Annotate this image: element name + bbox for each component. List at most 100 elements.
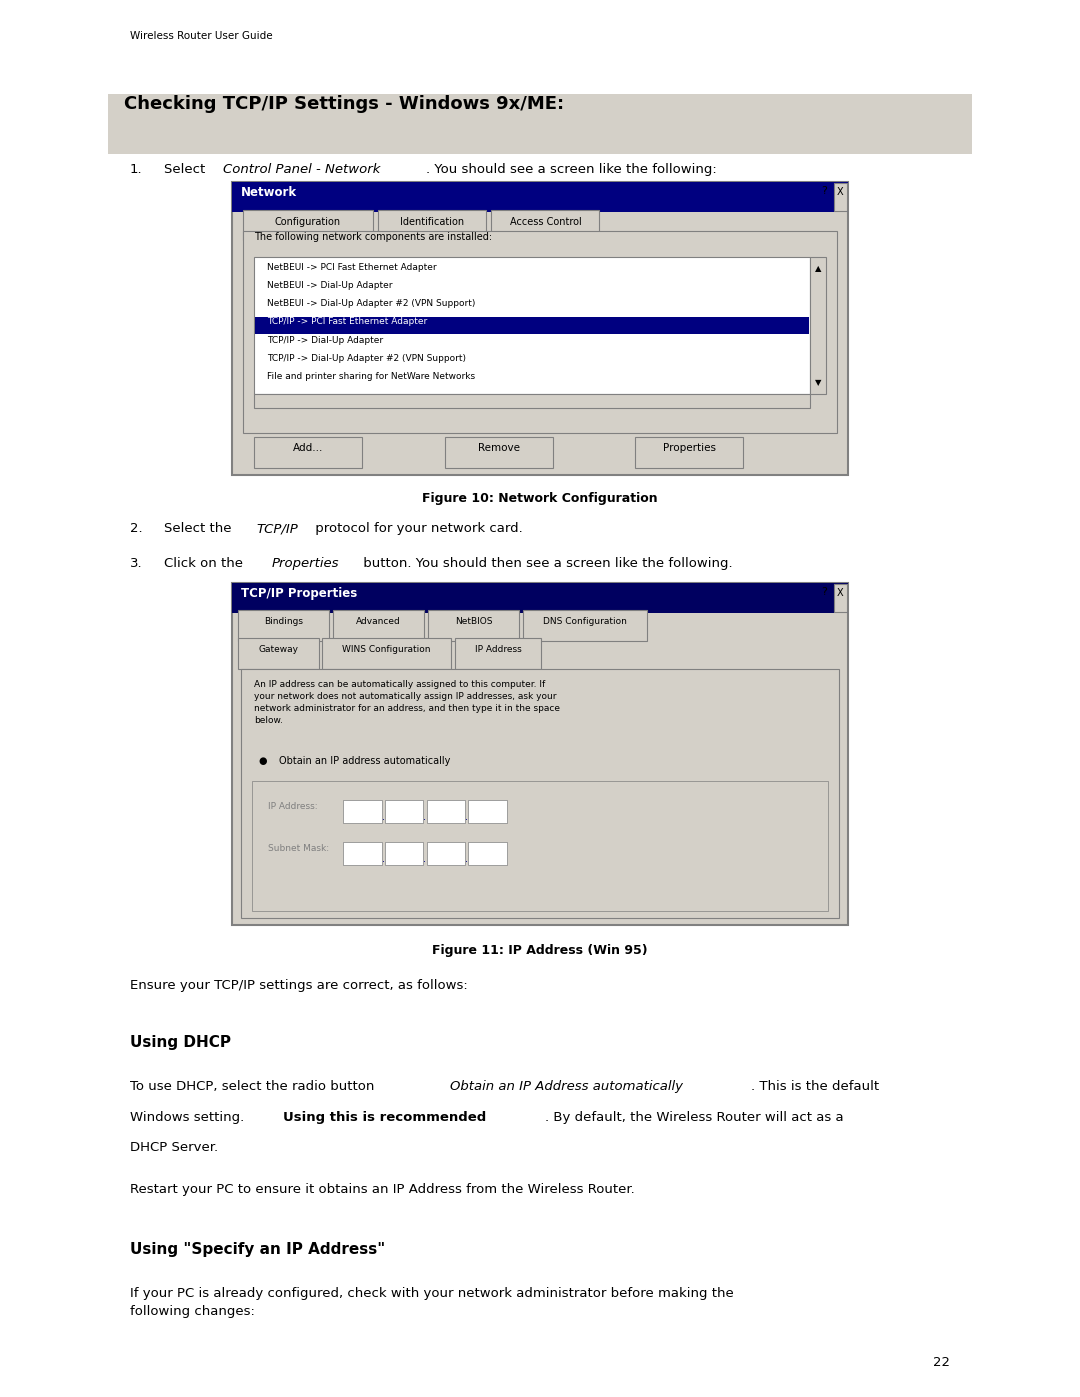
FancyBboxPatch shape — [455, 638, 541, 669]
Text: An IP address can be automatically assigned to this computer. If
your network do: An IP address can be automatically assig… — [254, 680, 559, 725]
FancyBboxPatch shape — [108, 94, 972, 154]
FancyBboxPatch shape — [252, 781, 828, 911]
FancyBboxPatch shape — [333, 610, 424, 641]
FancyBboxPatch shape — [343, 800, 382, 823]
Text: Windows setting.: Windows setting. — [130, 1111, 248, 1123]
Text: NetBEUI -> Dial-Up Adapter: NetBEUI -> Dial-Up Adapter — [267, 281, 392, 291]
Text: The following network components are installed:: The following network components are ins… — [254, 232, 491, 242]
Text: Ensure your TCP/IP settings are correct, as follows:: Ensure your TCP/IP settings are correct,… — [130, 979, 468, 992]
Text: X: X — [837, 187, 843, 197]
Text: TCP/IP -> Dial-Up Adapter: TCP/IP -> Dial-Up Adapter — [267, 335, 383, 345]
Text: Using "Specify an IP Address": Using "Specify an IP Address" — [130, 1242, 384, 1257]
Text: TCP/IP Properties: TCP/IP Properties — [241, 587, 357, 599]
FancyBboxPatch shape — [810, 257, 826, 394]
Text: . You should see a screen like the following:: . You should see a screen like the follo… — [426, 163, 717, 176]
FancyBboxPatch shape — [635, 437, 743, 468]
Text: NetBEUI -> PCI Fast Ethernet Adapter: NetBEUI -> PCI Fast Ethernet Adapter — [267, 263, 436, 271]
Text: 1.: 1. — [130, 163, 143, 176]
FancyBboxPatch shape — [243, 210, 373, 240]
FancyBboxPatch shape — [428, 610, 519, 641]
Text: TCP/IP -> PCI Fast Ethernet Adapter: TCP/IP -> PCI Fast Ethernet Adapter — [267, 317, 427, 327]
Text: Click on the: Click on the — [164, 557, 247, 570]
Text: . By default, the Wireless Router will act as a: . By default, the Wireless Router will a… — [544, 1111, 843, 1123]
Text: TCP/IP -> Dial-Up Adapter #2 (VPN Support): TCP/IP -> Dial-Up Adapter #2 (VPN Suppor… — [267, 353, 465, 363]
Text: NetBEUI -> Dial-Up Adapter #2 (VPN Support): NetBEUI -> Dial-Up Adapter #2 (VPN Suppo… — [267, 299, 475, 309]
Text: button. You should then see a screen like the following.: button. You should then see a screen lik… — [359, 557, 732, 570]
Text: 22: 22 — [933, 1356, 950, 1369]
Text: Specify an IP address:: Specify an IP address: — [279, 787, 387, 796]
Text: .: . — [423, 812, 427, 821]
Text: ?: ? — [821, 587, 826, 597]
Text: ▼: ▼ — [814, 379, 822, 387]
FancyBboxPatch shape — [243, 231, 837, 433]
Text: Add...: Add... — [293, 443, 323, 453]
Text: X: X — [837, 588, 843, 598]
Text: IP Address: IP Address — [474, 645, 522, 654]
Text: Restart your PC to ensure it obtains an IP Address from the Wireless Router.: Restart your PC to ensure it obtains an … — [130, 1183, 634, 1196]
FancyBboxPatch shape — [254, 437, 362, 468]
FancyBboxPatch shape — [241, 669, 839, 918]
FancyBboxPatch shape — [384, 842, 423, 865]
Text: Control Panel - Network: Control Panel - Network — [222, 163, 380, 176]
Text: .: . — [465, 812, 468, 821]
Text: Access Control: Access Control — [510, 217, 581, 226]
Text: Wireless Router User Guide: Wireless Router User Guide — [130, 31, 272, 41]
FancyBboxPatch shape — [254, 394, 810, 408]
FancyBboxPatch shape — [469, 800, 507, 823]
Text: Obtain an IP Address automatically: Obtain an IP Address automatically — [450, 1080, 684, 1092]
FancyBboxPatch shape — [322, 638, 451, 669]
Text: Figure 11: IP Address (Win 95): Figure 11: IP Address (Win 95) — [432, 944, 648, 957]
FancyBboxPatch shape — [232, 583, 848, 925]
Text: .: . — [465, 854, 468, 863]
Text: Obtain an IP address automatically: Obtain an IP address automatically — [279, 756, 450, 766]
Text: Checking TCP/IP Settings - Windows 9x/ME:: Checking TCP/IP Settings - Windows 9x/ME… — [124, 95, 565, 113]
FancyBboxPatch shape — [523, 610, 647, 641]
Text: Using DHCP: Using DHCP — [130, 1035, 231, 1051]
FancyBboxPatch shape — [232, 583, 848, 613]
FancyBboxPatch shape — [378, 210, 486, 240]
Text: Bindings: Bindings — [264, 617, 303, 626]
Text: . This is the default: . This is the default — [751, 1080, 879, 1092]
Text: To use DHCP, select the radio button: To use DHCP, select the radio button — [130, 1080, 378, 1092]
Text: ?: ? — [821, 186, 826, 196]
Text: ▲: ▲ — [814, 264, 822, 272]
Text: Identification: Identification — [400, 217, 464, 226]
FancyBboxPatch shape — [343, 842, 382, 865]
Text: protocol for your network card.: protocol for your network card. — [311, 522, 523, 535]
FancyBboxPatch shape — [834, 183, 847, 211]
FancyBboxPatch shape — [384, 800, 423, 823]
Text: Gateway: Gateway — [258, 645, 298, 654]
Text: DNS Configuration: DNS Configuration — [543, 617, 626, 626]
Text: If your PC is already configured, check with your network administrator before m: If your PC is already configured, check … — [130, 1287, 733, 1317]
Text: Configuration: Configuration — [274, 217, 341, 226]
Text: Advanced: Advanced — [356, 617, 401, 626]
Text: Network: Network — [241, 186, 297, 198]
Text: NetBIOS: NetBIOS — [455, 617, 492, 626]
Text: Properties: Properties — [271, 557, 339, 570]
FancyBboxPatch shape — [469, 842, 507, 865]
FancyBboxPatch shape — [255, 317, 809, 334]
Text: Select the: Select the — [164, 522, 235, 535]
FancyBboxPatch shape — [232, 182, 848, 475]
FancyBboxPatch shape — [238, 610, 329, 641]
Text: ●: ● — [258, 756, 267, 767]
Text: 3.: 3. — [130, 557, 143, 570]
Text: Figure 10: Network Configuration: Figure 10: Network Configuration — [422, 492, 658, 504]
Text: Using this is recommended: Using this is recommended — [283, 1111, 486, 1123]
FancyBboxPatch shape — [834, 584, 847, 612]
Text: WINS Configuration: WINS Configuration — [342, 645, 431, 654]
FancyBboxPatch shape — [254, 257, 810, 394]
Text: File and printer sharing for NetWare Networks: File and printer sharing for NetWare Net… — [267, 372, 475, 381]
FancyBboxPatch shape — [445, 437, 553, 468]
Text: .: . — [423, 854, 427, 863]
FancyBboxPatch shape — [491, 210, 599, 240]
Text: Properties: Properties — [663, 443, 716, 453]
Text: TCP/IP: TCP/IP — [257, 522, 298, 535]
Text: DHCP Server.: DHCP Server. — [130, 1141, 218, 1154]
Text: Remove: Remove — [477, 443, 519, 453]
Text: IP Address:: IP Address: — [268, 802, 318, 810]
Text: Subnet Mask:: Subnet Mask: — [268, 844, 329, 852]
Text: 2.: 2. — [130, 522, 143, 535]
FancyBboxPatch shape — [108, 95, 972, 151]
Text: .: . — [382, 854, 384, 863]
